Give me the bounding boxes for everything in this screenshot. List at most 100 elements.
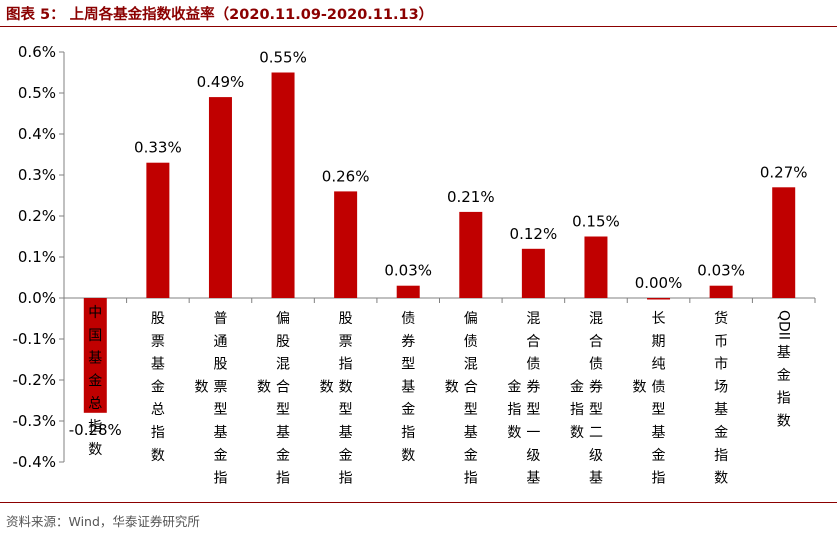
category-label-char: 合	[526, 334, 540, 350]
category-label-char: 债	[526, 357, 540, 373]
data-label: 0.15%	[572, 213, 620, 231]
y-tick-label: -0.4%	[12, 453, 56, 471]
category-label-char: 基	[151, 356, 165, 373]
category-label-char: 偏	[464, 311, 478, 327]
category-label-char: 指	[464, 471, 478, 487]
category-label-char: 基	[652, 424, 666, 441]
category-label-char: 币	[714, 334, 728, 350]
category-label-char: 总	[151, 402, 165, 418]
category-label-char: 数	[151, 448, 165, 464]
bar	[146, 162, 170, 298]
category-label-char: 纯	[652, 357, 666, 373]
category-label-char: 券	[526, 379, 540, 395]
data-label: 0.26%	[322, 167, 370, 185]
bar	[334, 191, 358, 298]
category-label-char: 指	[151, 425, 165, 441]
y-tick-label: 0.5%	[18, 84, 56, 102]
category-label-char: 股	[151, 311, 165, 327]
bars	[83, 72, 796, 413]
category-label-char: 金	[507, 379, 521, 395]
category-label-char: 数	[88, 442, 102, 458]
category-label-char: 指	[213, 471, 227, 487]
category-label-char: 型	[526, 402, 540, 418]
category-label-char: 混	[589, 311, 603, 327]
category-label-char: 金	[777, 368, 791, 384]
category-label-char: 通	[213, 334, 227, 350]
category-label-char: 型	[464, 402, 478, 418]
category-label-char: 级	[526, 448, 540, 464]
category-label-char: 二	[589, 425, 603, 441]
category-label-char: 金	[714, 425, 728, 441]
category-label-char: 指	[652, 471, 666, 487]
y-tick-label: 0.3%	[18, 166, 56, 184]
category-label-char: 指	[570, 402, 584, 418]
category-label-char: 基	[276, 424, 290, 441]
category-label-char: 指	[714, 448, 728, 464]
category-label-char: 债	[464, 334, 478, 350]
category-label-char: 票	[213, 379, 227, 395]
category-label: QDII 基金指数	[776, 310, 792, 429]
bar	[459, 211, 483, 298]
data-label: 0.21%	[447, 188, 495, 206]
category-label-char: 股	[213, 357, 227, 373]
category-label-char: 货	[714, 310, 728, 327]
data-label: 0.12%	[510, 225, 558, 243]
bar	[521, 248, 545, 298]
category-label-char: 期	[652, 334, 666, 350]
y-tick-label: 0.1%	[18, 248, 56, 266]
category-label-char: 基	[526, 470, 540, 487]
bar	[396, 285, 420, 298]
category-label-char: 合	[589, 334, 603, 350]
category-label-char: 中	[88, 305, 102, 321]
category-label-char: 债	[401, 311, 415, 327]
figure-title: 图表 5： 上周各基金指数收益率（2020.11.09-2020.11.13）	[6, 7, 434, 23]
category-label-char: 指	[339, 471, 353, 487]
y-tick-label: -0.2%	[12, 371, 56, 389]
bar	[208, 97, 232, 298]
y-tick-label: 0.6%	[18, 43, 56, 61]
category-label-char: 基	[213, 424, 227, 441]
category-label-char: 债	[589, 357, 603, 373]
footer-rule	[0, 502, 837, 503]
data-label: 0.55%	[259, 49, 307, 67]
y-tick-label: -0.1%	[12, 330, 56, 348]
category-label-char: 票	[151, 334, 165, 350]
category-label-char: 基	[589, 470, 603, 487]
data-label: 0.00%	[635, 274, 683, 292]
category-label-char: 金	[652, 448, 666, 464]
category-label-char: 金	[213, 448, 227, 464]
category-label-char: 数	[257, 379, 271, 395]
category-label-char: 金	[570, 379, 584, 395]
category-label-char: 基	[714, 401, 728, 418]
category-label-char: 数	[194, 379, 208, 395]
category-label-char: 偏	[276, 311, 290, 327]
category-label-char: 型	[401, 357, 415, 373]
category-label-char: 票	[339, 334, 353, 350]
category-label-char: 金	[401, 402, 415, 418]
category-label-char: 数	[401, 448, 415, 464]
category-label-char: 基	[88, 350, 102, 367]
category-label-char: 股	[339, 311, 353, 327]
category-label-char: 金	[88, 373, 102, 389]
y-tick-label: -0.3%	[12, 412, 56, 430]
title-rule	[0, 26, 837, 27]
category-label-char: 长	[652, 311, 666, 327]
category-label-char: 基	[464, 424, 478, 441]
value-labels: -0.28% 0.33% 0.49% 0.55% 0.26% 0.03% 0.21% 0.12…	[69, 49, 808, 439]
category-label-char: 市	[714, 356, 728, 373]
category-label-char: 股	[276, 334, 290, 350]
data-label: 0.27%	[760, 163, 808, 181]
category-label-char: 券	[589, 379, 603, 395]
bar	[647, 298, 671, 300]
category-label-char: 指	[88, 419, 102, 435]
source-note: 资料来源：Wind，华泰证券研究所	[6, 514, 200, 529]
category-label-char: 数	[320, 379, 334, 395]
bar	[772, 187, 796, 298]
category-label-char: 金	[151, 379, 165, 395]
